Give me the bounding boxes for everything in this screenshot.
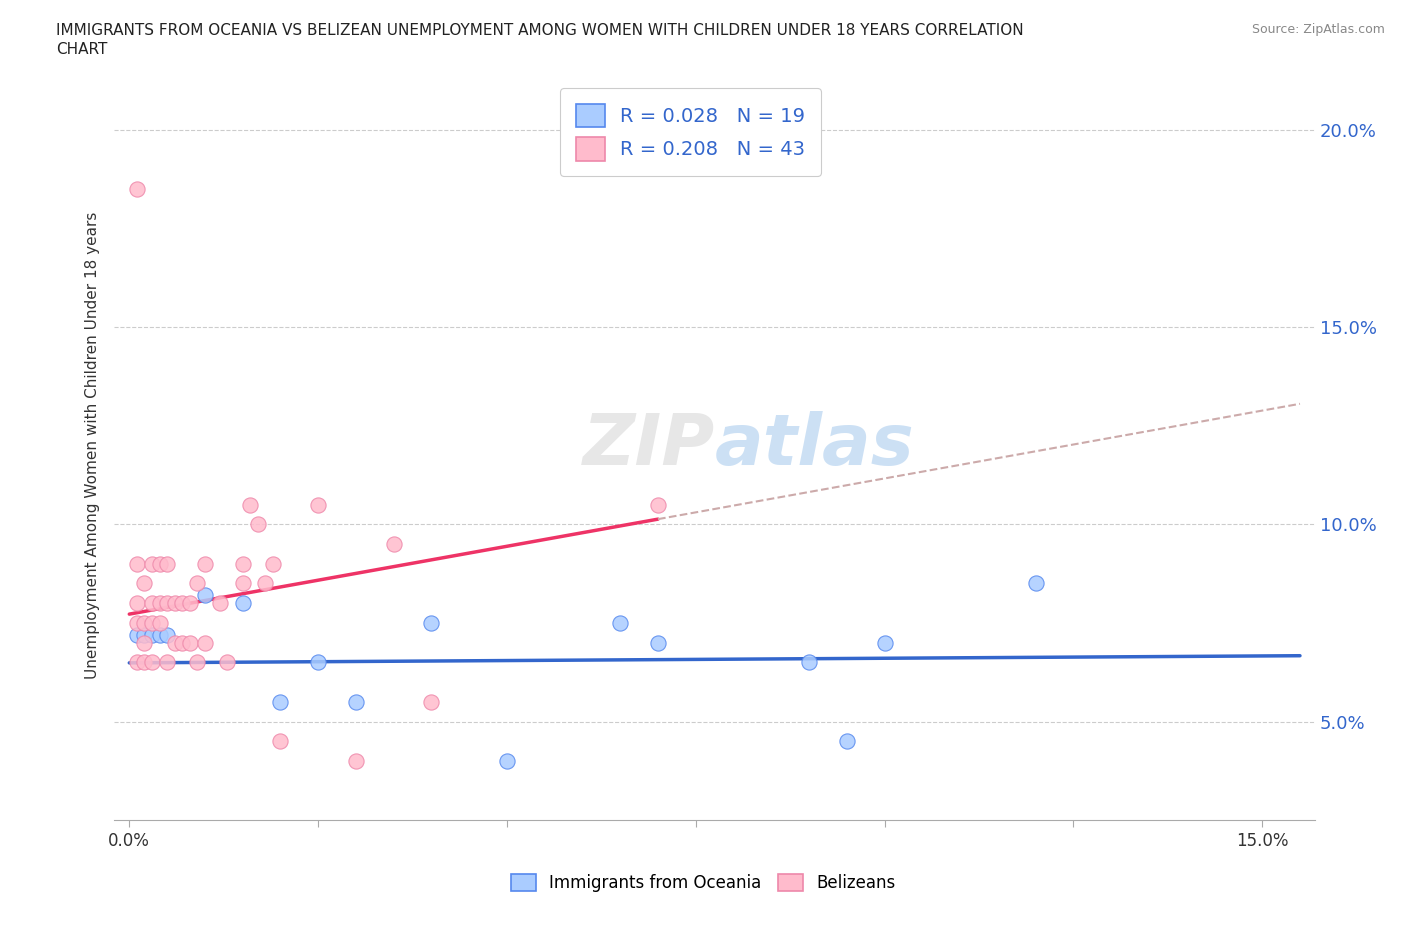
- Text: IMMIGRANTS FROM OCEANIA VS BELIZEAN UNEMPLOYMENT AMONG WOMEN WITH CHILDREN UNDER: IMMIGRANTS FROM OCEANIA VS BELIZEAN UNEM…: [56, 23, 1024, 38]
- Point: [179, 596, 201, 611]
- Point: [269, 695, 291, 710]
- Point: [307, 655, 329, 670]
- Point: [420, 695, 443, 710]
- Point: [125, 655, 148, 670]
- Point: [496, 753, 519, 768]
- Point: [217, 655, 239, 670]
- Point: [148, 556, 170, 571]
- Point: [141, 556, 163, 571]
- Text: Source: ZipAtlas.com: Source: ZipAtlas.com: [1251, 23, 1385, 36]
- Point: [125, 628, 148, 643]
- Point: [148, 616, 170, 631]
- Point: [239, 498, 262, 512]
- Point: [156, 655, 179, 670]
- Point: [172, 596, 194, 611]
- Point: [647, 635, 669, 650]
- Point: [307, 498, 329, 512]
- Point: [156, 596, 179, 611]
- Y-axis label: Unemployment Among Women with Children Under 18 years: Unemployment Among Women with Children U…: [86, 212, 100, 679]
- Point: [232, 576, 254, 591]
- Point: [156, 628, 179, 643]
- Point: [194, 556, 217, 571]
- Point: [172, 635, 194, 650]
- Point: [186, 655, 208, 670]
- Point: [194, 635, 217, 650]
- Point: [609, 832, 631, 847]
- Text: atlas: atlas: [714, 411, 914, 480]
- Point: [134, 616, 156, 631]
- Point: [141, 628, 163, 643]
- Legend: Immigrants from Oceania, Belizeans: Immigrants from Oceania, Belizeans: [503, 867, 903, 898]
- Point: [647, 498, 669, 512]
- Point: [344, 753, 367, 768]
- Point: [232, 556, 254, 571]
- Point: [835, 734, 858, 749]
- Point: [262, 556, 284, 571]
- Point: [163, 635, 186, 650]
- Point: [134, 655, 156, 670]
- Point: [141, 596, 163, 611]
- Text: CHART: CHART: [56, 42, 108, 57]
- Point: [873, 635, 896, 650]
- Point: [141, 655, 163, 670]
- Point: [254, 576, 277, 591]
- Point: [134, 576, 156, 591]
- Point: [163, 596, 186, 611]
- Point: [609, 616, 631, 631]
- Point: [420, 616, 443, 631]
- Point: [382, 537, 405, 551]
- Point: [125, 616, 148, 631]
- Point: [246, 517, 269, 532]
- Point: [125, 596, 148, 611]
- Point: [156, 556, 179, 571]
- Point: [194, 588, 217, 603]
- Point: [148, 628, 170, 643]
- Point: [269, 734, 291, 749]
- Point: [134, 635, 156, 650]
- Point: [134, 628, 156, 643]
- Legend: R = 0.028   N = 19, R = 0.208   N = 43: R = 0.028 N = 19, R = 0.208 N = 43: [560, 88, 821, 177]
- Point: [1025, 576, 1047, 591]
- Point: [148, 596, 170, 611]
- Point: [208, 596, 231, 611]
- Point: [797, 655, 820, 670]
- Text: ZIP: ZIP: [582, 411, 714, 480]
- Point: [186, 576, 208, 591]
- Point: [344, 695, 367, 710]
- Point: [141, 616, 163, 631]
- Point: [179, 635, 201, 650]
- Point: [232, 596, 254, 611]
- Point: [125, 181, 148, 196]
- Point: [125, 556, 148, 571]
